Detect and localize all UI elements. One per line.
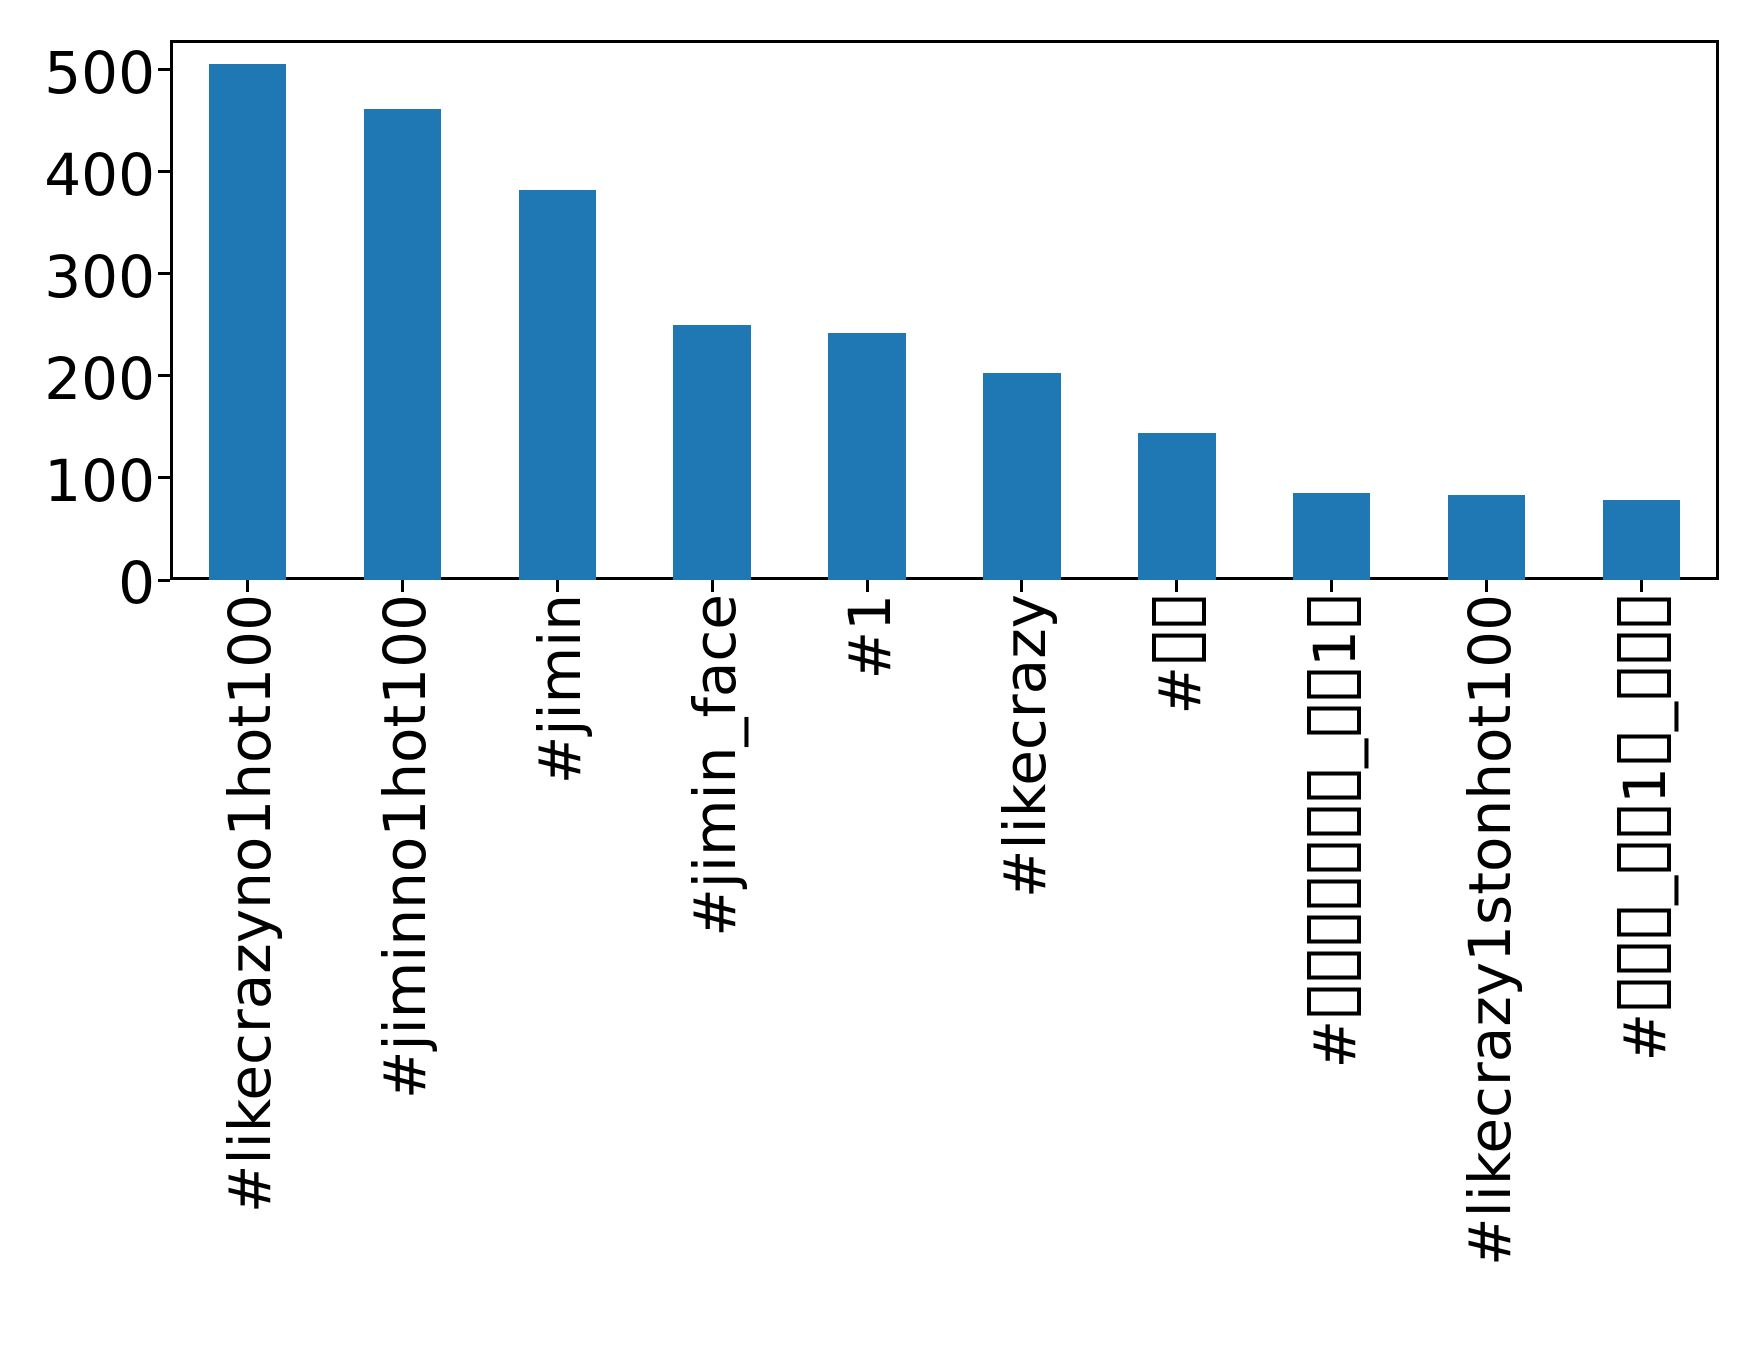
x-tick-label: # xyxy=(1146,594,1214,715)
x-tick-mark xyxy=(1640,580,1644,592)
y-tick-mark xyxy=(158,476,170,480)
missing-glyph-box xyxy=(1306,670,1361,699)
x-tick-mark xyxy=(1330,580,1334,592)
missing-glyph-box xyxy=(1616,670,1671,698)
bar xyxy=(363,109,442,580)
bar xyxy=(673,324,751,580)
x-tick-mark xyxy=(865,580,869,592)
y-tick-label: 400 xyxy=(44,140,155,209)
y-tick-label: 0 xyxy=(118,549,155,617)
x-tick-label: #likecrazy xyxy=(990,594,1059,899)
missing-glyph-box xyxy=(1151,598,1206,626)
y-tick-mark xyxy=(158,578,170,582)
missing-glyph-box xyxy=(1306,879,1361,908)
x-tick-label: #likecrazy1stonhot100 xyxy=(1455,594,1524,1267)
missing-glyph-box xyxy=(1616,980,1671,1009)
bar xyxy=(1602,500,1681,580)
x-tick-mark xyxy=(555,580,559,592)
missing-glyph-box xyxy=(1306,706,1361,735)
x-tick-label: #_1_ xyxy=(1611,594,1679,1062)
bar xyxy=(983,372,1061,580)
missing-glyph-box xyxy=(1616,634,1671,662)
missing-glyph-box xyxy=(1616,944,1671,973)
missing-glyph-box xyxy=(1616,843,1671,872)
bar xyxy=(1447,495,1526,580)
y-tick-label: 300 xyxy=(44,242,155,311)
bar xyxy=(1293,493,1371,580)
missing-glyph-box xyxy=(1306,843,1361,872)
missing-glyph-box xyxy=(1151,634,1206,662)
x-tick-mark xyxy=(1485,580,1489,592)
missing-glyph-box xyxy=(1616,807,1671,836)
missing-glyph-box xyxy=(1306,915,1361,944)
y-tick-label: 200 xyxy=(44,344,155,413)
y-tick-mark xyxy=(158,272,170,276)
x-tick-label: #1 xyxy=(836,594,905,680)
y-tick-mark xyxy=(158,374,170,378)
x-tick-mark xyxy=(245,580,249,592)
bar xyxy=(518,190,596,580)
x-tick-label: #jiminno1hot100 xyxy=(371,594,440,1100)
missing-glyph-box xyxy=(1616,598,1671,626)
y-tick-mark xyxy=(158,170,170,174)
missing-glyph-box xyxy=(1616,908,1671,937)
x-tick-label: #jimin xyxy=(526,594,595,785)
missing-glyph-box xyxy=(1306,951,1361,980)
y-tick-label: 100 xyxy=(44,446,155,515)
bar xyxy=(1138,433,1216,580)
missing-glyph-box xyxy=(1306,598,1361,626)
bar xyxy=(208,64,287,580)
missing-glyph-box xyxy=(1306,987,1361,1016)
bar xyxy=(828,332,906,580)
x-tick-mark xyxy=(1020,580,1024,592)
missing-glyph-box xyxy=(1306,771,1361,800)
missing-glyph-box xyxy=(1616,735,1671,763)
x-tick-label: #jimin_face xyxy=(681,594,750,937)
missing-glyph-box xyxy=(1306,807,1361,836)
y-tick-mark xyxy=(158,68,170,72)
y-tick-label: 500 xyxy=(44,38,155,107)
x-tick-label: #_1 xyxy=(1301,594,1369,1069)
x-tick-mark xyxy=(1175,580,1179,592)
x-tick-label: #likecrazyno1hot100 xyxy=(216,594,285,1214)
x-tick-mark xyxy=(710,580,714,592)
x-tick-mark xyxy=(400,580,404,592)
